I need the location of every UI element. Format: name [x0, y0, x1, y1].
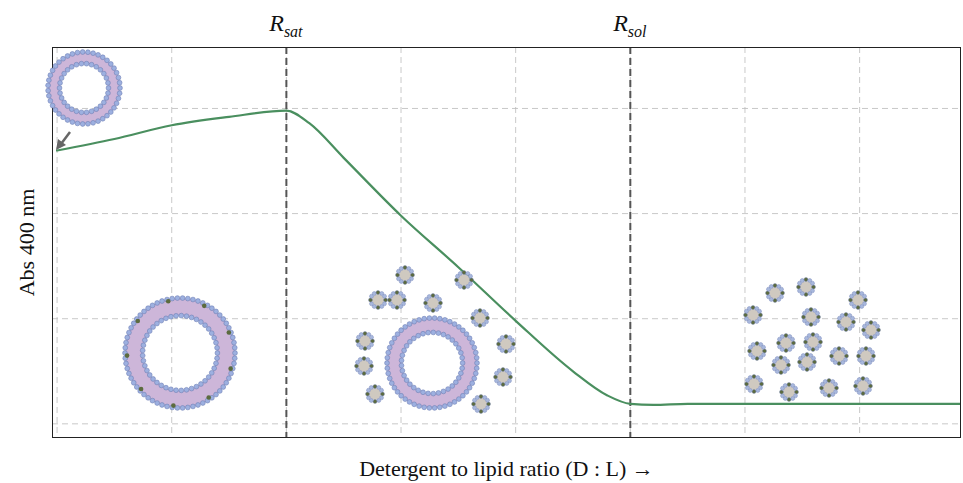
svg-text:Rsol: Rsol [612, 10, 647, 40]
svg-text:Abs 400 nm: Abs 400 nm [14, 189, 39, 297]
svg-text:Rsat: Rsat [268, 10, 303, 40]
svg-text:Detergent to lipid ratio (D :: Detergent to lipid ratio (D : L) → [359, 456, 654, 481]
